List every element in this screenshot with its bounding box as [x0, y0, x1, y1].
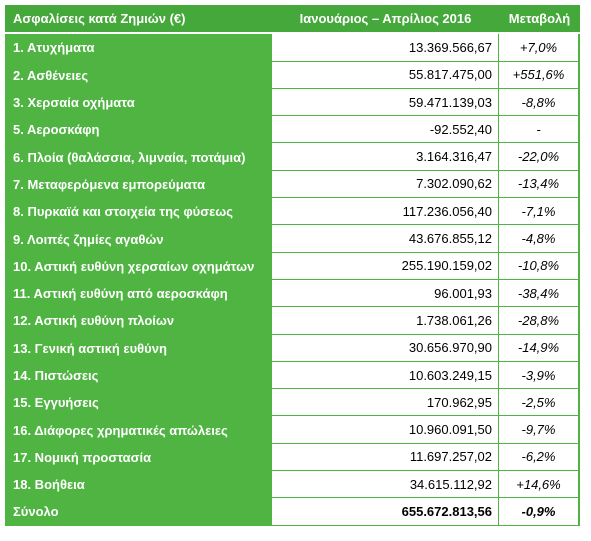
row-change: - — [499, 116, 580, 144]
row-change: -9,7% — [499, 416, 580, 444]
table-row: 12. Αστική ευθύνη πλοίων 1.738.061,26 -28,… — [5, 307, 580, 335]
table-row: 6. Πλοία (θαλάσσια, λιμναία, ποτάμια) 3.1… — [5, 143, 580, 171]
row-value: 59.471.139,03 — [272, 88, 499, 117]
row-change: -13,4% — [499, 170, 580, 199]
row-change: +551,6% — [499, 61, 580, 89]
row-value: 13.369.566,67 — [272, 34, 499, 62]
row-value: 7.302.090,62 — [272, 170, 499, 199]
row-label: Σύνολο — [5, 498, 272, 526]
row-change: -8,8% — [499, 88, 580, 117]
table-total-row: Σύνολο 655.672.813,56 -0,9% — [5, 498, 580, 526]
table-row: 7. Μεταφερόμενα εμπορεύματα 7.302.090,62-… — [5, 170, 580, 199]
row-change: -6,2% — [499, 443, 580, 472]
row-label: 16. Διάφορες χρηματικές απώλειες — [5, 416, 272, 444]
row-value: -92.552,40 — [272, 116, 499, 144]
row-value: 55.817.475,00 — [272, 61, 499, 89]
row-label: 1. Ατυχήματα — [5, 34, 272, 62]
table-row: 14. Πιστώσεις 10.603.249,15 -3,9% — [5, 361, 580, 390]
row-label: 10. Αστική ευθύνη χερσαίων οχημάτων — [5, 252, 272, 280]
row-change: +7,0% — [499, 34, 580, 62]
row-value: 34.615.112,92 — [272, 471, 499, 499]
row-value: 10.603.249,15 — [272, 361, 499, 390]
row-label: 11. Αστική ευθύνη από αεροσκάφη — [5, 279, 272, 308]
row-value: 30.656.970,90 — [272, 334, 499, 362]
row-value: 3.164.316,47 — [272, 143, 499, 171]
row-change: -38,4% — [499, 279, 580, 308]
row-change: -2,5% — [499, 389, 580, 417]
table-row: 17. Νομική προστασία 11.697.257,02 -6,2% — [5, 443, 580, 472]
table-row: 13. Γενική αστική ευθύνη 30.656.970,90 -14… — [5, 334, 580, 362]
row-label: 7. Μεταφερόμενα εμπορεύματα — [5, 170, 272, 199]
row-label: 18. Βοήθεια — [5, 471, 272, 499]
table-row: 15. Εγγυήσεις 170.962,95 -2,5% — [5, 389, 580, 417]
row-value: 117.236.056,40 — [272, 198, 499, 226]
row-label: 14. Πιστώσεις — [5, 361, 272, 390]
row-change: -4,8% — [499, 225, 580, 253]
table-row: 1. Ατυχήματα 13.369.566,67 +7,0% — [5, 34, 580, 62]
row-label: 5. Αεροσκάφη — [5, 116, 272, 144]
row-label: 15. Εγγυήσεις — [5, 389, 272, 417]
row-value: 1.738.061,26 — [272, 307, 499, 335]
row-change: -7,1% — [499, 198, 580, 226]
row-label: 13. Γενική αστική ευθύνη — [5, 334, 272, 362]
table-body: 1. Ατυχήματα 13.369.566,67 +7,0% 2. Ασθένει… — [5, 34, 580, 526]
table-row: 5. Αεροσκάφη -92.552,40- — [5, 116, 580, 144]
row-value: 11.697.257,02 — [272, 443, 499, 472]
header-category: Ασφαλίσεις κατά Ζημιών (€) — [5, 5, 272, 33]
table-header-row: Ασφαλίσεις κατά Ζημιών (€) Ιανουάριος – … — [5, 5, 580, 33]
row-label: 17. Νομική προστασία — [5, 443, 272, 472]
row-change: +14,6% — [499, 471, 580, 499]
row-label: 12. Αστική ευθύνη πλοίων — [5, 307, 272, 335]
row-label: 3. Χερσαία οχήματα — [5, 88, 272, 117]
row-label: 6. Πλοία (θαλάσσια, λιμναία, ποτάμια) — [5, 143, 272, 171]
row-change: -22,0% — [499, 143, 580, 171]
table-row: 18. Βοήθεια 34.615.112,92 +14,6% — [5, 471, 580, 499]
table-row: 8. Πυρκαϊά και στοιχεία της φύσεως 117.23… — [5, 198, 580, 226]
table-row: 3. Χερσαία οχήματα 59.471.139,03 -8,8% — [5, 88, 580, 117]
row-change: -28,8% — [499, 307, 580, 335]
table-row: 9. Λοιπές ζημίες αγαθών 43.676.855,12 -4,8… — [5, 225, 580, 253]
row-change: -10,8% — [499, 252, 580, 280]
row-change: -0,9% — [499, 498, 580, 526]
table-row: 11. Αστική ευθύνη από αεροσκάφη 96.001,93… — [5, 279, 580, 308]
header-period: Ιανουάριος – Απρίλιος 2016 — [272, 5, 499, 33]
row-value: 170.962,95 — [272, 389, 499, 417]
row-label: 9. Λοιπές ζημίες αγαθών — [5, 225, 272, 253]
row-value: 43.676.855,12 — [272, 225, 499, 253]
row-change: -3,9% — [499, 361, 580, 390]
row-change: -14,9% — [499, 334, 580, 362]
row-value: 10.960.091,50 — [272, 416, 499, 444]
insurance-table: Ασφαλίσεις κατά Ζημιών (€) Ιανουάριος – … — [5, 5, 580, 526]
row-value: 655.672.813,56 — [272, 498, 499, 526]
table-row: 16. Διάφορες χρηματικές απώλειες 10.960.0… — [5, 416, 580, 444]
table-row: 10. Αστική ευθύνη χερσαίων οχημάτων 255.1… — [5, 252, 580, 280]
row-label: 2. Ασθένειες — [5, 61, 272, 89]
table-row: 2. Ασθένειες 55.817.475,00 +551,6% — [5, 61, 580, 89]
header-change: Μεταβολή — [499, 5, 580, 33]
row-value: 255.190.159,02 — [272, 252, 499, 280]
row-label: 8. Πυρκαϊά και στοιχεία της φύσεως — [5, 198, 272, 226]
row-value: 96.001,93 — [272, 279, 499, 308]
